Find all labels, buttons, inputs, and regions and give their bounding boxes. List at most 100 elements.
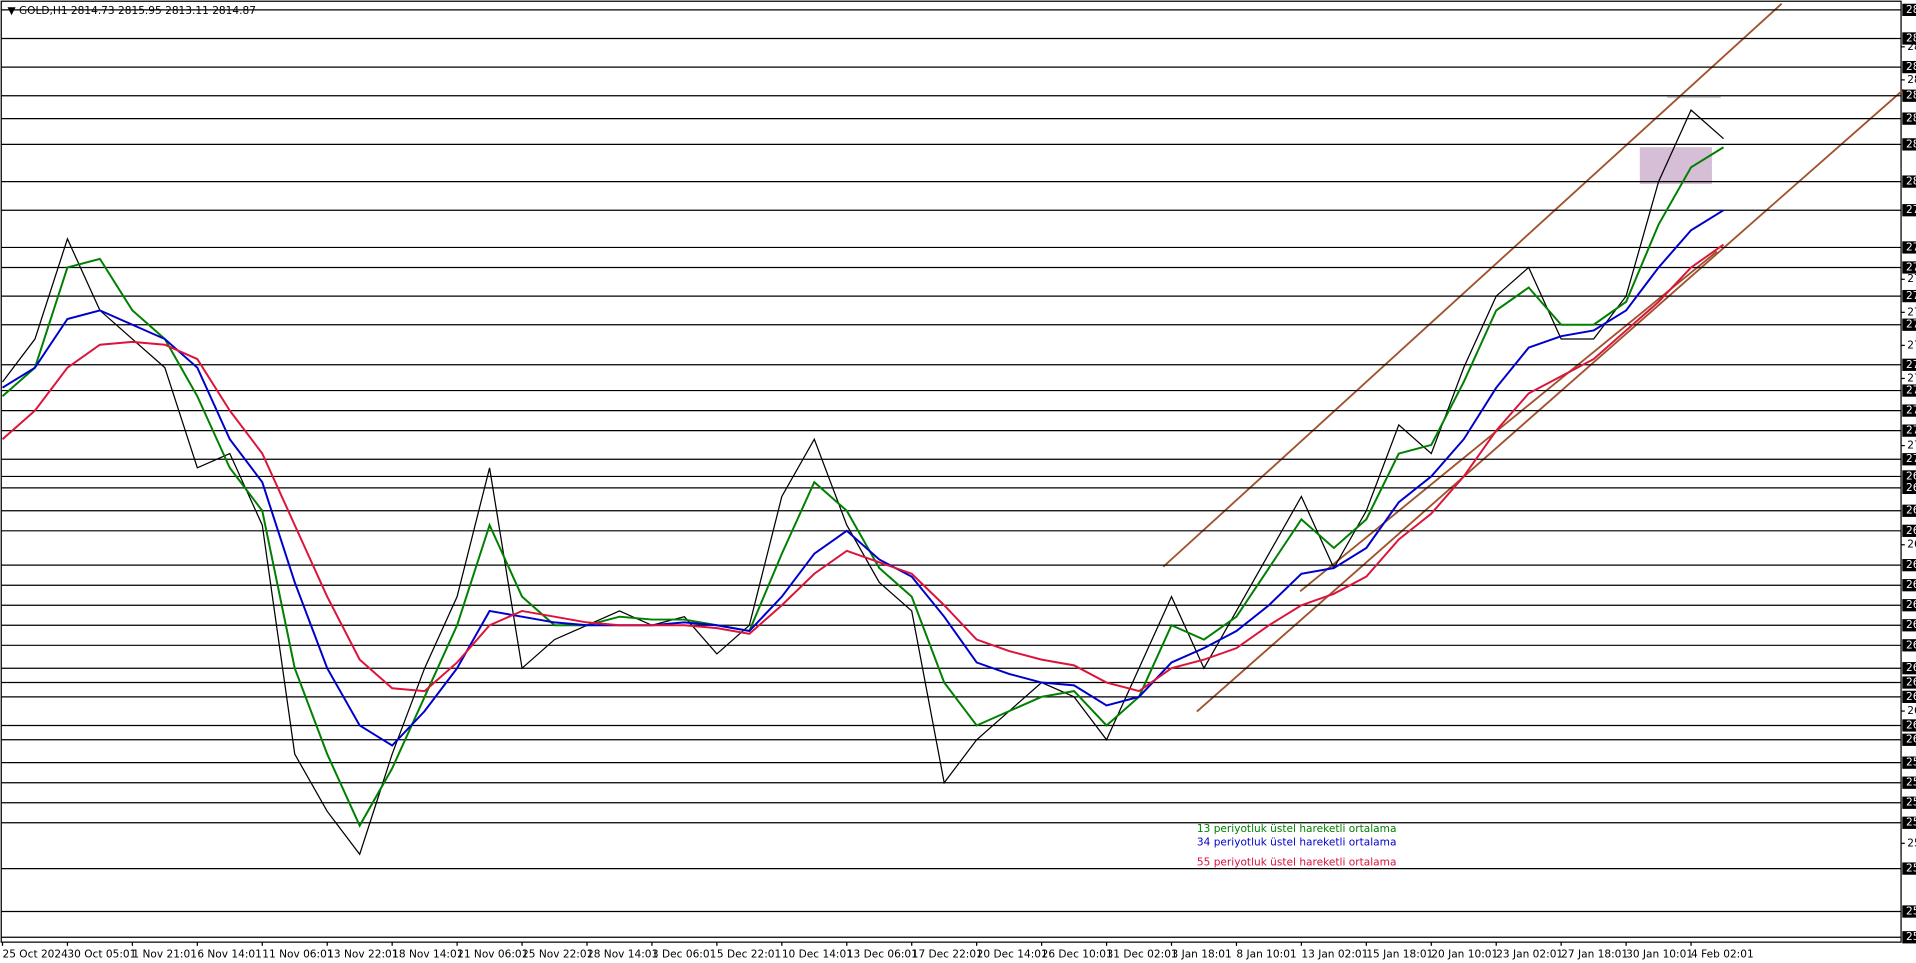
level-label: 2770.00	[1906, 262, 1916, 274]
data-layer: 2847.08 2835.53 2765.88 2754.33 2742.78 2731.…	[1, 3, 1916, 960]
level-label-box	[1902, 384, 1916, 397]
level-label-box	[1902, 112, 1916, 125]
level-label-box	[1902, 931, 1916, 944]
level-label: 2625.00	[1906, 677, 1916, 689]
price-line	[1, 109, 1724, 856]
level-label: 2590.00	[1906, 777, 1916, 789]
level-label: 2630.00	[1906, 662, 1916, 674]
level-label: 2813.00	[1906, 138, 1916, 150]
level-label-box	[1902, 481, 1916, 495]
level-label-box	[1902, 639, 1916, 652]
level-label: 2576.00	[1906, 817, 1916, 829]
level-label: 2790.00	[1906, 204, 1916, 216]
symbol: GOLD,H1	[19, 5, 68, 17]
level-label-box	[1902, 599, 1916, 612]
plot-frame	[0, 0, 1902, 943]
x-tick-label: 17 Dec 22:01	[912, 948, 983, 960]
ema-line	[1, 209, 1725, 747]
level-label-box	[1902, 470, 1916, 483]
y-tick-label: 2568.83	[1907, 837, 1916, 849]
level-label-box	[1902, 662, 1916, 675]
level-label: 2685.00	[1906, 505, 1916, 517]
level-label-box	[1902, 796, 1916, 809]
y-tick-label: 2765.88	[1907, 273, 1916, 285]
legend-entry: 34 periyotluk üstel hareketli ortalama	[1197, 837, 1397, 849]
level-label: 2760.00	[1906, 290, 1916, 302]
channel-line	[1196, 88, 1905, 713]
level-label-box	[1902, 579, 1916, 592]
x-tick-label: 10 Dec 14:01	[782, 948, 853, 960]
x-tick-label: 25 Oct 2024	[2, 948, 68, 960]
level-label-box	[1902, 138, 1916, 151]
y-tick-label: 2615.03	[1907, 705, 1916, 717]
y-tick-label: 2742.78	[1907, 339, 1916, 351]
x-tick-label: 23 Jan 02:01	[1496, 948, 1563, 960]
level-label-box	[1902, 776, 1916, 789]
x-tick-label: 15 Jan 18:01	[1366, 948, 1433, 960]
level-label: 2545.00	[1906, 906, 1916, 918]
level-label-box	[1902, 318, 1916, 331]
level-label-box	[1902, 733, 1916, 746]
x-tick-label: 13 Dec 06:01	[847, 948, 918, 960]
level-label-box	[1902, 358, 1916, 371]
x-tick-label: 27 Jan 18:01	[1561, 948, 1628, 960]
level-label: 2693.00	[1906, 482, 1916, 494]
x-tick-label: 25 Nov 22:01	[522, 948, 593, 960]
level-label-box	[1902, 676, 1916, 689]
x-tick-label: 8 Jan 10:01	[1236, 948, 1296, 960]
level-label: 2822.00	[1906, 113, 1916, 125]
legend-entry: 55 periyotluk üstel hareketli ortalama	[1197, 856, 1397, 868]
level-label-box	[1902, 424, 1916, 437]
x-tick-label: 30 Jan 10:01	[1626, 948, 1693, 960]
y-tick-label: 2847.08	[1907, 41, 1916, 53]
y-tick-label: 2673.13	[1907, 539, 1916, 551]
level-label: 2583.00	[1906, 797, 1916, 809]
x-tick-label: 5 Dec 22:01	[717, 948, 781, 960]
channel-line	[1299, 250, 1718, 593]
channel-line	[1162, 3, 1783, 568]
x-tick-label: 28 Nov 14:01	[587, 948, 658, 960]
level-label-box	[1902, 404, 1916, 417]
ema-line	[1, 146, 1725, 828]
x-tick-label: 3 Dec 06:01	[652, 948, 716, 960]
level-label-box	[1902, 905, 1916, 918]
level-label-box	[1902, 261, 1916, 274]
x-tick-label: 20 Jan 10:01	[1431, 948, 1498, 960]
level-label-box	[1902, 862, 1916, 875]
x-tick-label: 4 Feb 02:01	[1691, 948, 1754, 960]
level-label: 2620.00	[1906, 691, 1916, 703]
level-label: 2638.00	[1906, 639, 1916, 651]
level-label: 2697.00	[1906, 470, 1916, 482]
level-label: 2659.00	[1906, 579, 1916, 591]
level-label: 2777.00	[1906, 241, 1916, 253]
level-label: 2536.00	[1906, 931, 1916, 943]
x-tick-label: 6 Nov 14:01	[197, 948, 262, 960]
level-label: 2860.00	[1906, 4, 1916, 16]
x-tick-label: 21 Nov 06:01	[457, 948, 528, 960]
level-label: 2560.00	[1906, 863, 1916, 875]
x-tick-label: 30 Oct 05:01	[67, 948, 136, 960]
level-label-box	[1902, 756, 1916, 769]
x-tick-label: 1 Nov 21:01	[132, 948, 197, 960]
level-label-box	[1902, 3, 1916, 16]
level-label: 2727.00	[1906, 385, 1916, 397]
y-tick-label: 2835.53	[1907, 74, 1916, 86]
legend-entry: 13 periyotluk üstel hareketli ortalama	[1197, 823, 1397, 835]
level-label: 2850.00	[1906, 33, 1916, 45]
y-tick-label: 2731.23	[1907, 372, 1916, 384]
level-label: 2800.00	[1906, 176, 1916, 188]
level-label-box	[1902, 89, 1916, 102]
level-label-box	[1902, 175, 1916, 188]
level-label-box	[1902, 690, 1916, 703]
x-tick-label: 11 Nov 06:01	[262, 948, 333, 960]
level-label-box	[1902, 524, 1916, 537]
level-label: 2597.00	[1906, 757, 1916, 769]
level-label-box	[1902, 719, 1916, 732]
x-tick-label: 20 Dec 14:01	[977, 948, 1048, 960]
level-label-box	[1902, 559, 1916, 572]
level-label: 2666.00	[1906, 559, 1916, 571]
level-label-box	[1902, 504, 1916, 517]
level-label: 2645.00	[1906, 619, 1916, 631]
level-label: 2610.00	[1906, 720, 1916, 732]
